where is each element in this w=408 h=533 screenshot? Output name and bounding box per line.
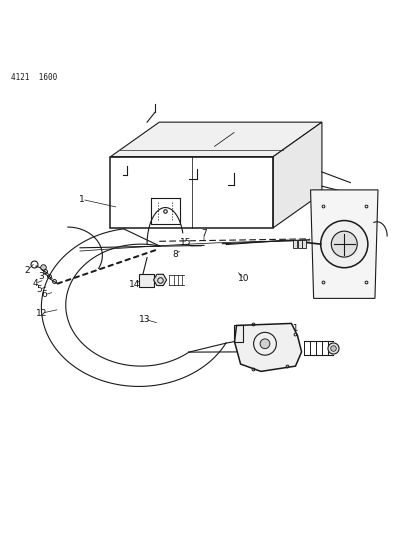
Polygon shape (310, 190, 378, 298)
Text: 12: 12 (35, 309, 47, 318)
Polygon shape (139, 274, 154, 287)
Circle shape (260, 339, 270, 349)
Text: 3: 3 (38, 272, 44, 281)
Text: 9: 9 (348, 230, 354, 238)
Polygon shape (111, 122, 322, 157)
Polygon shape (235, 324, 302, 372)
Text: 14: 14 (129, 280, 141, 289)
Text: 8: 8 (173, 250, 178, 259)
Text: 6: 6 (42, 290, 47, 300)
Text: 5: 5 (36, 285, 42, 294)
Polygon shape (273, 122, 322, 228)
Polygon shape (302, 240, 306, 248)
Text: 13: 13 (139, 315, 151, 324)
Text: 4: 4 (33, 279, 38, 288)
Polygon shape (297, 240, 302, 248)
Polygon shape (293, 240, 297, 248)
Text: 4121  1600: 4121 1600 (11, 74, 57, 83)
Text: 1: 1 (79, 195, 85, 204)
Text: 7: 7 (201, 229, 207, 238)
Polygon shape (153, 274, 166, 286)
Circle shape (321, 221, 368, 268)
Text: 10: 10 (238, 274, 250, 283)
Text: 2: 2 (24, 266, 30, 275)
Text: 11: 11 (288, 324, 299, 333)
Text: 15: 15 (180, 238, 191, 247)
Circle shape (331, 231, 357, 257)
